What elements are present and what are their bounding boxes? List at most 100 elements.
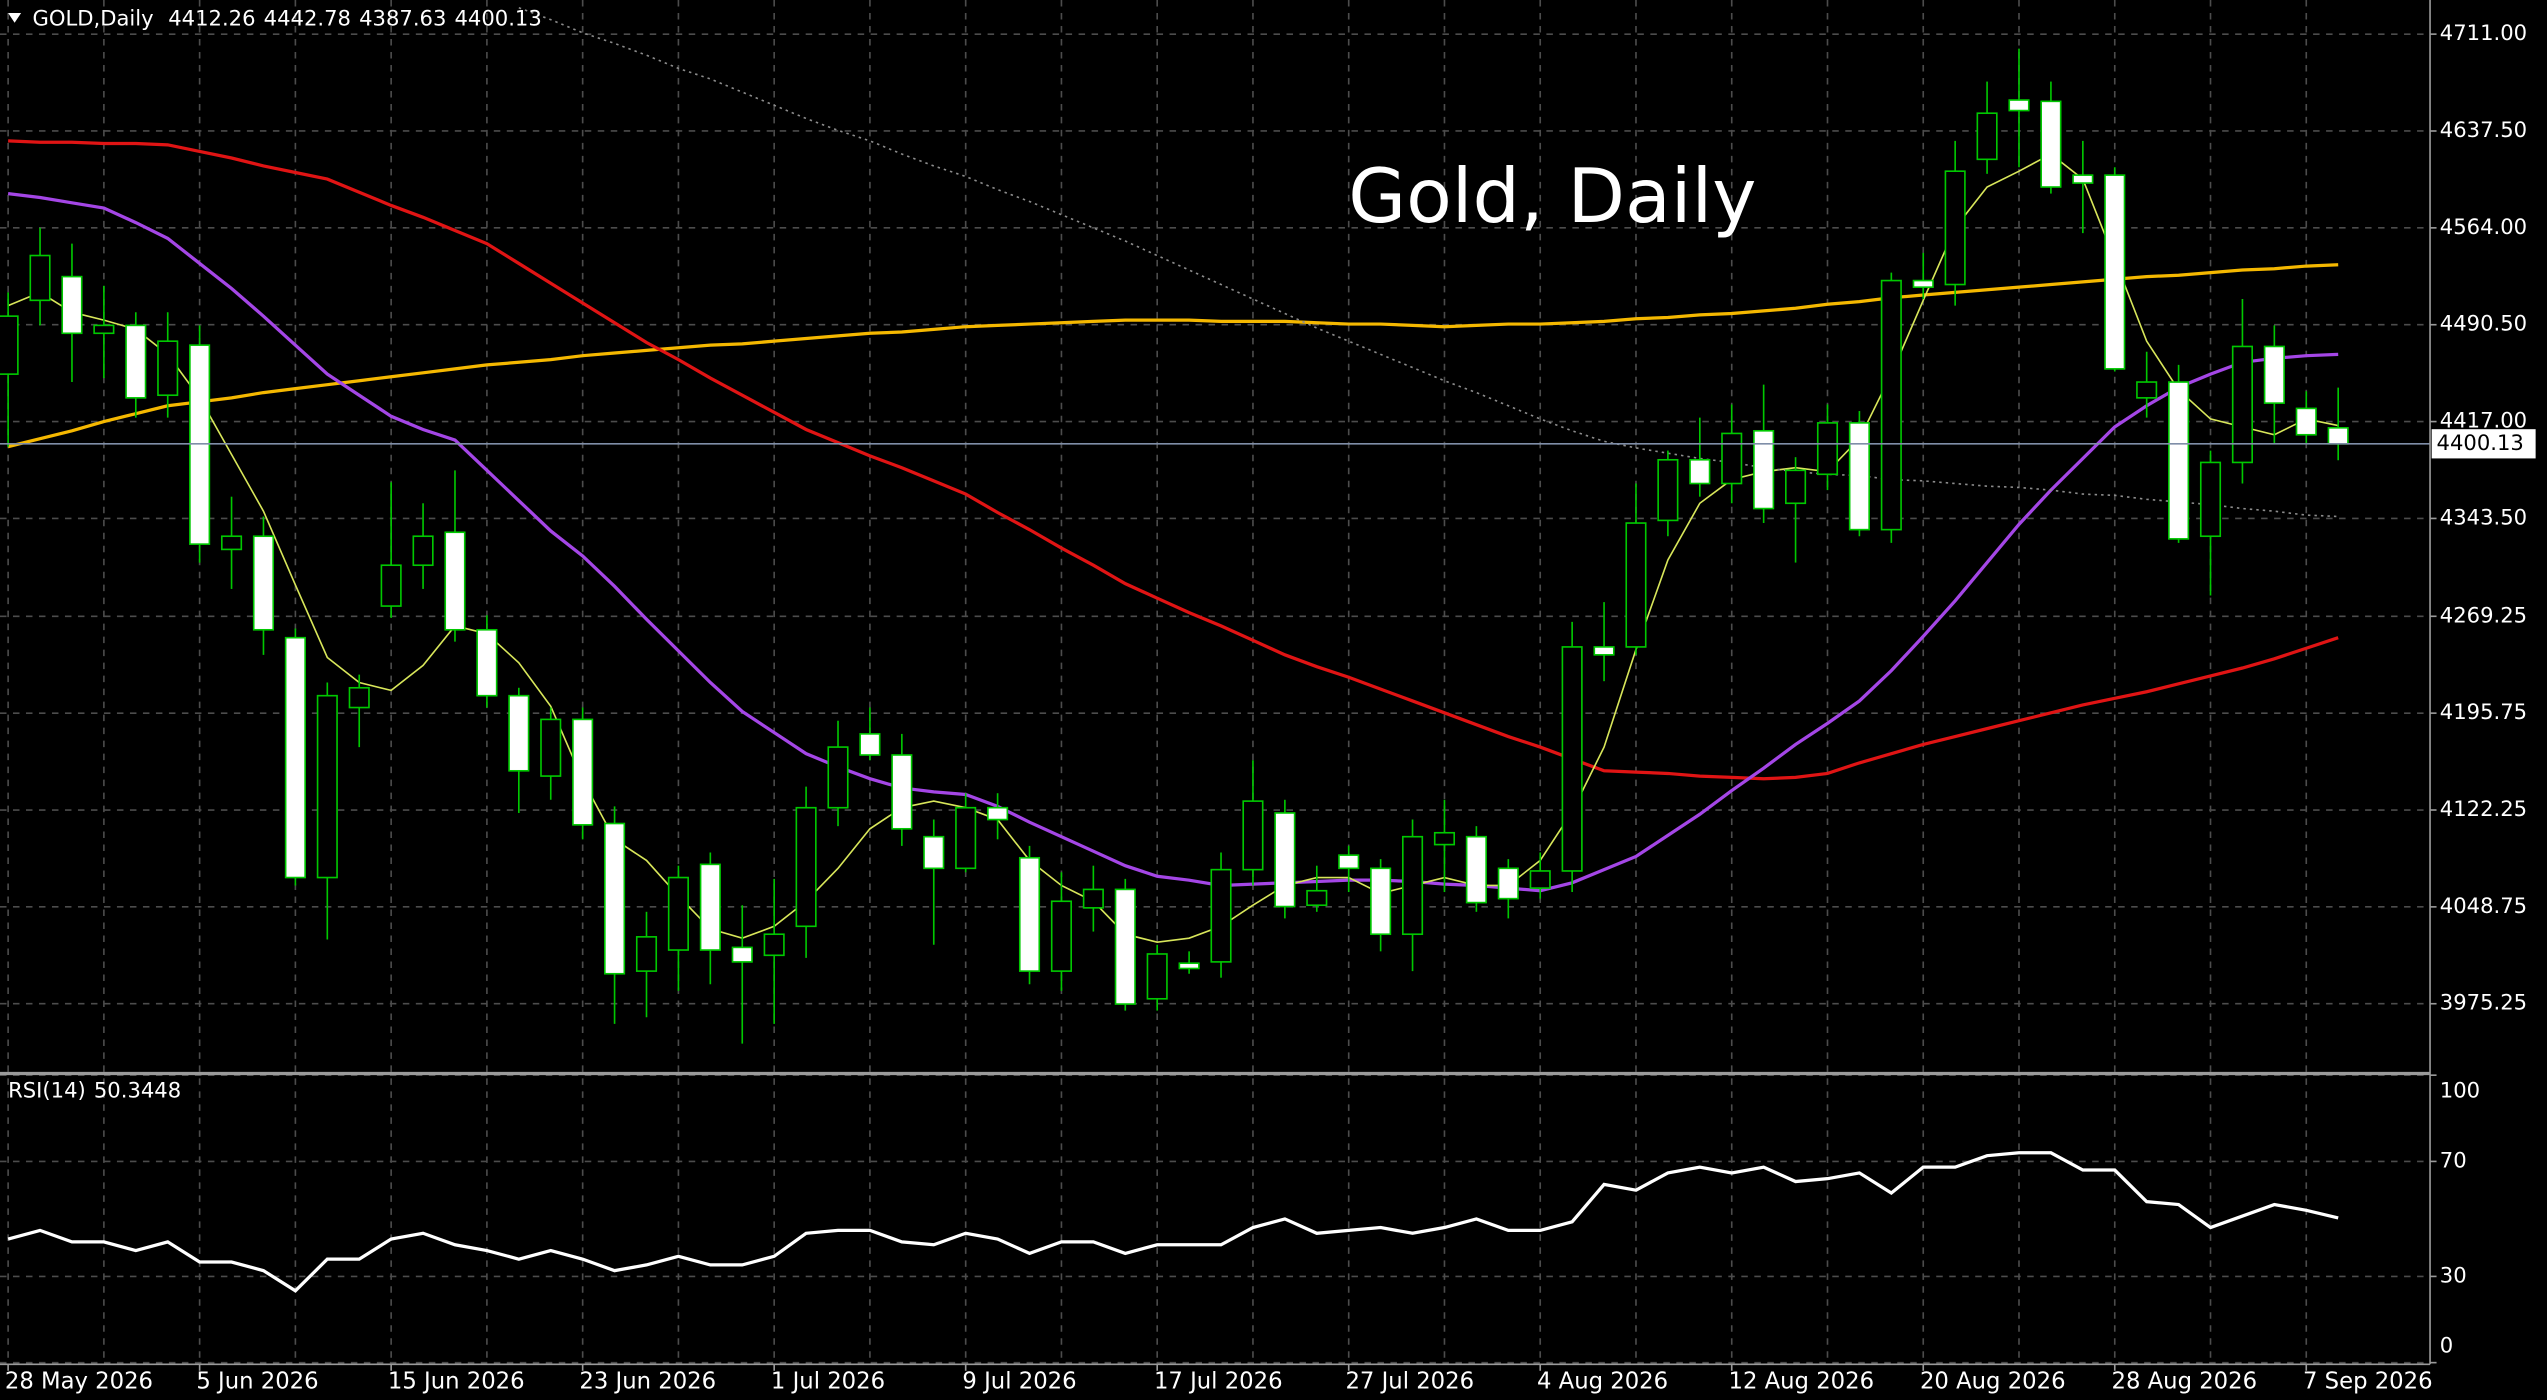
candle-body — [348, 686, 370, 709]
candle-body — [252, 535, 275, 631]
candle-body — [1561, 646, 1583, 872]
candle-body — [923, 835, 945, 870]
candle-body — [125, 324, 147, 399]
candle-body — [189, 344, 211, 545]
x-tick-label: 7 Sep 2026 — [2303, 1369, 2433, 1395]
y-tick-label: 4417.00 — [2440, 408, 2527, 433]
indicator-title: RSI(14) — [8, 1077, 86, 1102]
candle-body — [412, 535, 434, 567]
watermark: Gold, Daily — [1348, 153, 1756, 240]
rsi-line — [7, 1151, 2339, 1293]
candle-body — [476, 628, 498, 697]
close-value: 4400.13 — [455, 5, 542, 30]
candle-body — [61, 275, 83, 335]
rsi-panel — [7, 1151, 2339, 1293]
y-tick-label: 4195.75 — [2440, 699, 2527, 724]
candle-body — [1880, 279, 1902, 531]
x-tick-label: 23 Jun 2026 — [579, 1369, 716, 1395]
candle-body — [1274, 812, 1296, 908]
candle-body — [1338, 854, 1360, 870]
candle-body — [2040, 100, 2062, 188]
y-tick-label: 4637.50 — [2440, 117, 2527, 142]
candle-body — [157, 340, 179, 397]
candle-body — [1753, 429, 1775, 510]
x-tick-label: 17 Jul 2026 — [1154, 1369, 1283, 1395]
y-tick-label: 3975.25 — [2440, 990, 2527, 1015]
candle-body — [763, 933, 785, 957]
candle-body — [380, 564, 402, 607]
moving-average-line — [7, 263, 2339, 449]
y-tick-label: 100 — [2440, 1077, 2480, 1102]
candle-body — [1848, 422, 1870, 531]
candle-body — [572, 718, 594, 826]
candle-body — [2327, 427, 2349, 445]
indicator-value: 50.3448 — [94, 1077, 181, 1102]
candle-body — [1050, 900, 1072, 972]
indicator-header: RSI(14) 50.3448 — [8, 1077, 181, 1102]
candle-body — [540, 718, 562, 777]
moving-average-line — [7, 191, 2339, 893]
candle-body — [1114, 888, 1136, 1005]
candle-body — [1529, 870, 1551, 889]
candle-body — [2104, 174, 2126, 370]
y-tick-label: 4564.00 — [2440, 214, 2527, 239]
moving-average-line — [518, 7, 2339, 518]
candle-body — [444, 531, 466, 631]
candle-body — [1816, 422, 1839, 476]
x-tick-label: 27 Jul 2026 — [1345, 1369, 1474, 1395]
candle-body — [1465, 835, 1487, 904]
symbol-title: GOLD,Daily — [32, 5, 153, 30]
candle-body — [316, 694, 338, 879]
candle-body — [508, 694, 530, 772]
candle-body — [2008, 99, 2030, 112]
candle-body — [699, 863, 721, 951]
moving-average-line — [8, 139, 2339, 781]
price-panel — [0, 7, 2431, 1044]
candle-body — [1593, 646, 1615, 656]
candle-body — [2136, 381, 2158, 399]
x-tick-label: 4 Aug 2026 — [1537, 1369, 1668, 1395]
candle-body — [1976, 112, 1998, 161]
candle-body — [1689, 458, 1711, 485]
y-tick-label: 4122.25 — [2440, 796, 2527, 821]
candle-body — [1178, 962, 1200, 970]
menu-triangle[interactable] — [8, 12, 22, 23]
candle-body — [2295, 407, 2317, 436]
candle-body — [2263, 345, 2285, 404]
candle-body — [859, 733, 881, 756]
candle-body — [1082, 888, 1104, 909]
candle-body — [1721, 432, 1743, 485]
current-price-label: 4400.13 — [2437, 430, 2524, 455]
candle-body — [1210, 868, 1232, 963]
x-tick-label: 28 Aug 2026 — [2112, 1369, 2258, 1395]
y-tick-label: 4269.25 — [2440, 602, 2527, 627]
candle-body — [667, 876, 689, 951]
candle-body — [1944, 170, 1966, 286]
x-tick-label: 9 Jul 2026 — [962, 1369, 1076, 1395]
candle-body — [1433, 831, 1456, 846]
candle-body — [795, 806, 817, 928]
candle-body — [827, 746, 849, 809]
candle-body — [1785, 469, 1807, 505]
candle-body — [1497, 867, 1519, 900]
candle-body — [29, 254, 51, 302]
candle-body — [284, 636, 306, 879]
y-tick-label: 4048.75 — [2440, 893, 2527, 918]
chart-header: GOLD,Daily 4412.26 4442.78 4387.63 4400.13 — [32, 5, 541, 30]
candle-body — [1401, 835, 1424, 936]
open-value: 4412.26 — [168, 5, 255, 30]
candle-body — [1657, 458, 1679, 522]
candle-body — [93, 324, 115, 335]
y-tick-label: 4343.50 — [2440, 504, 2527, 529]
candle-body — [604, 822, 626, 975]
current-price-box — [2431, 429, 2536, 459]
candle-body — [220, 535, 243, 551]
y-tick-label: 70 — [2440, 1147, 2467, 1172]
x-tick-label: 12 Aug 2026 — [1728, 1369, 1874, 1395]
candle-body — [1370, 867, 1392, 936]
candle-body — [1306, 889, 1328, 907]
x-tick-label: 15 Jun 2026 — [388, 1369, 525, 1395]
candle-body — [731, 946, 753, 963]
x-tick-label: 5 Jun 2026 — [196, 1369, 318, 1395]
